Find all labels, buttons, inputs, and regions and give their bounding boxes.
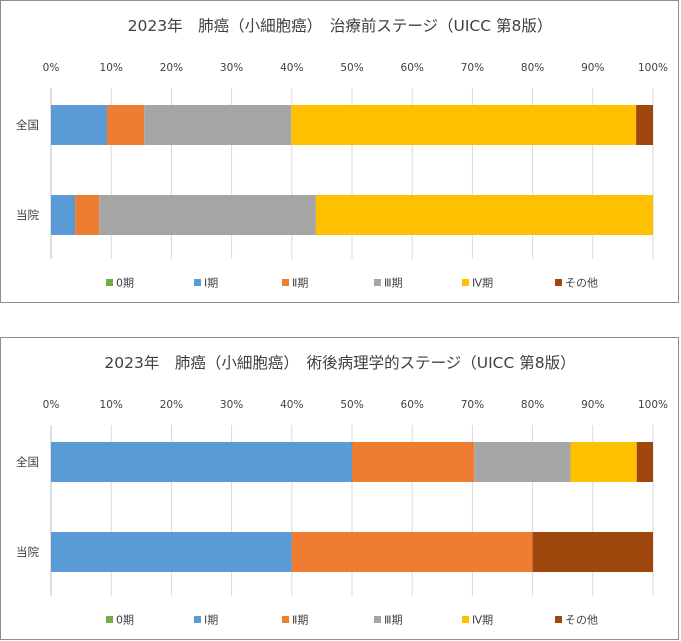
legend-swatch xyxy=(194,279,201,286)
bar-segment xyxy=(51,442,352,482)
legend-label: Ⅲ期 xyxy=(384,614,403,627)
legend-swatch xyxy=(282,279,289,286)
bar-segment xyxy=(75,195,100,235)
bar-segment xyxy=(106,105,145,145)
chart-title: 2023年 肺癌（小細胞癌） 治療前ステージ（UICC 第8版） xyxy=(128,17,553,35)
legend-label: Ⅱ期 xyxy=(292,614,308,627)
legend-swatch xyxy=(282,616,289,623)
x-tick-label: 0% xyxy=(43,62,60,74)
legend-swatch xyxy=(194,616,201,623)
x-tick-label: 20% xyxy=(160,62,183,74)
legend-label: Ⅱ期 xyxy=(292,277,308,290)
legend-label: Ⅲ期 xyxy=(384,277,403,290)
x-tick-label: 90% xyxy=(581,62,604,74)
bar-segment xyxy=(315,195,653,235)
bar-segment xyxy=(474,442,571,482)
legend-swatch xyxy=(374,279,381,286)
x-tick-label: 50% xyxy=(340,399,363,411)
legend-swatch xyxy=(462,279,469,286)
x-tick-label: 80% xyxy=(521,399,544,411)
x-tick-label: 20% xyxy=(160,399,183,411)
x-tick-label: 30% xyxy=(220,399,243,411)
bar-segment xyxy=(291,532,533,572)
chart-title: 2023年 肺癌（小細胞癌） 術後病理学的ステージ（UICC 第8版） xyxy=(104,354,575,372)
x-tick-label: 40% xyxy=(280,62,303,74)
chart-panel-postoperative: 2023年 肺癌（小細胞癌） 術後病理学的ステージ（UICC 第8版） 0% 10%… xyxy=(0,337,679,640)
legend-swatch xyxy=(555,616,562,623)
legend-label: 0期 xyxy=(116,277,134,290)
bar-segment xyxy=(352,442,475,482)
chart-svg-pretreatment: 2023年 肺癌（小細胞癌） 治療前ステージ（UICC 第8版） 0% 10% 20%… xyxy=(16,17,668,290)
x-tick-label: 100% xyxy=(638,399,668,411)
legend-label: Ⅳ期 xyxy=(472,614,493,627)
bar-segment xyxy=(144,105,292,145)
bar-segment xyxy=(532,532,653,572)
legend-swatch xyxy=(106,279,113,286)
x-tick-label: 60% xyxy=(401,62,424,74)
x-tick-label: 0% xyxy=(43,399,60,411)
x-tick-label: 30% xyxy=(220,62,243,74)
category-label: 当院 xyxy=(16,545,39,559)
x-tick-label: 10% xyxy=(100,399,123,411)
bar-segment xyxy=(291,105,637,145)
bar-segment xyxy=(636,105,653,145)
bar-segment xyxy=(51,195,76,235)
x-tick-label: 70% xyxy=(461,62,484,74)
bar-segment xyxy=(99,195,316,235)
x-tick-label: 40% xyxy=(280,399,303,411)
category-label: 全国 xyxy=(16,118,39,132)
x-tick-label: 60% xyxy=(401,399,424,411)
legend-swatch xyxy=(374,616,381,623)
x-tick-label: 100% xyxy=(638,62,668,74)
x-tick-label: 90% xyxy=(581,399,604,411)
legend-label: その他 xyxy=(565,614,598,627)
bar-segment xyxy=(51,532,292,572)
chart-panel-pretreatment: 2023年 肺癌（小細胞癌） 治療前ステージ（UICC 第8版） 0% 10% 20%… xyxy=(0,0,679,303)
category-label: 全国 xyxy=(16,455,39,469)
legend-label: Ⅳ期 xyxy=(472,277,493,290)
bar-segment xyxy=(636,442,653,482)
x-tick-label: 80% xyxy=(521,62,544,74)
chart-svg-postoperative: 2023年 肺癌（小細胞癌） 術後病理学的ステージ（UICC 第8版） 0% 10%… xyxy=(16,354,668,627)
legend-label: Ⅰ期 xyxy=(204,277,218,290)
legend-label: Ⅰ期 xyxy=(204,614,218,627)
legend-swatch xyxy=(555,279,562,286)
legend-swatch xyxy=(106,616,113,623)
legend-label: 0期 xyxy=(116,614,134,627)
bar-segment xyxy=(51,105,107,145)
x-tick-label: 10% xyxy=(100,62,123,74)
bar-segment xyxy=(570,442,637,482)
category-label: 当院 xyxy=(16,208,39,222)
x-tick-label: 50% xyxy=(340,62,363,74)
legend-swatch xyxy=(462,616,469,623)
x-tick-label: 70% xyxy=(461,399,484,411)
legend-label: その他 xyxy=(565,277,598,290)
